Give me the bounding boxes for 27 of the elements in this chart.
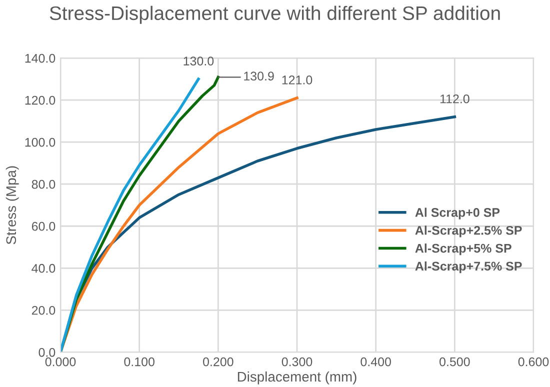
data-label: 130.9: [244, 72, 274, 81]
y-tick-label: 60.0: [32, 222, 56, 231]
legend-label: Al-Scrap+2.5% SP: [415, 226, 522, 238]
x-tick-label: 0.000: [45, 357, 76, 366]
x-tick-label: 0.300: [282, 357, 312, 366]
y-tick-label: 120.0: [25, 96, 56, 105]
chart-title: Stress-Displacement curve with different SP addition: [50, 6, 500, 24]
x-axis-title: Displacement (mm): [238, 371, 356, 384]
legend-label: Al Scrap+0 SP: [415, 208, 500, 220]
data-label: 130.0: [184, 56, 214, 66]
x-tick-label: 0.400: [360, 357, 391, 366]
x-tick-label: 0.500: [440, 357, 470, 366]
y-axis-title: Stress (Mpa): [6, 166, 19, 244]
y-tick-label: 40.0: [32, 264, 56, 273]
data-label: 121.0: [282, 76, 312, 84]
legend-label: Al-Scrap+7.5% SP: [415, 261, 522, 274]
data-label: 112.0: [440, 94, 470, 104]
legend-label: Al-Scrap+5% SP: [415, 244, 512, 256]
y-tick-label: 0.0: [38, 348, 56, 357]
x-tick-label: 0.600: [518, 357, 549, 366]
y-tick-label: 140.0: [25, 54, 56, 63]
line-series: [60, 96, 298, 352]
y-tick-label: 20.0: [32, 306, 56, 315]
x-tick-label: 0.100: [124, 357, 154, 366]
y-tick-label: 100.0: [25, 138, 56, 147]
x-tick-label: 0.200: [203, 357, 234, 366]
y-tick-label: 80.0: [32, 180, 56, 189]
